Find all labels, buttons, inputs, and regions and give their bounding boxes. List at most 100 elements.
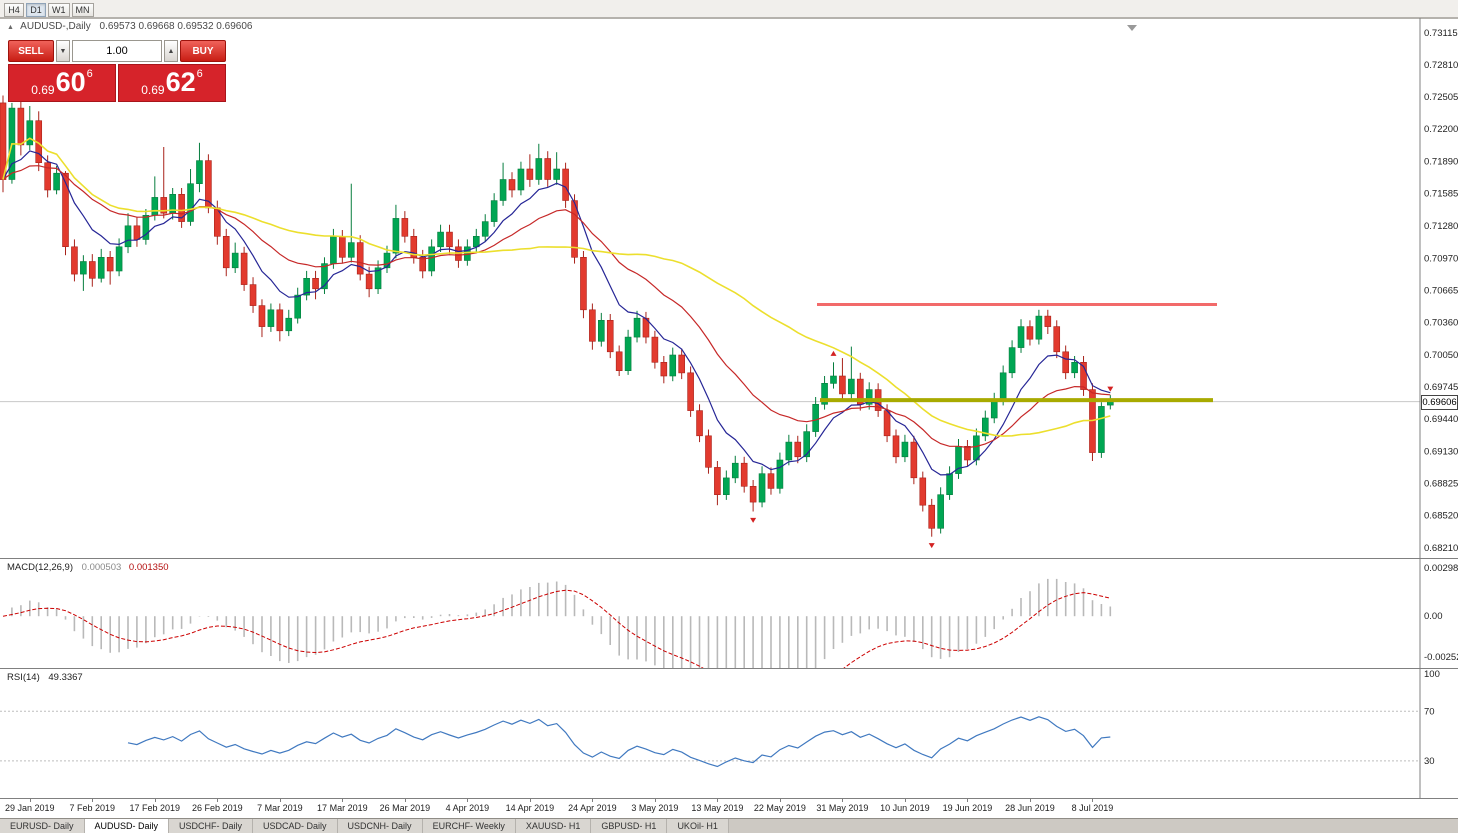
svg-text:-0.00252: -0.00252 [1424,652,1458,663]
svg-text:0.69130: 0.69130 [1424,447,1458,458]
timeframe-button-mn[interactable]: MN [71,3,94,17]
chart-symbol-label: AUDUSD-,Daily [20,21,91,32]
sell-price-big-digits: 60 [55,67,86,97]
date-label: 10 Jun 2019 [880,803,930,813]
date-tick [29,799,31,802]
current-price-badge: 0.69606 [1421,395,1458,410]
svg-text:70: 70 [1424,706,1435,717]
svg-text:0.69440: 0.69440 [1424,414,1458,425]
date-label: 13 May 2019 [691,803,744,813]
date-tick [967,799,969,802]
timeframe-button-d1[interactable]: D1 [26,3,46,17]
ohlc-values: 0.69573 0.69668 0.69532 0.69606 [99,21,253,32]
main-chart-canvas[interactable]: 0.73115 0.72810 0.72505 0.72200 0.71890 0.715… [0,18,1458,558]
chart-tab-audusd[interactable]: AUDUSD- Daily [84,819,170,833]
svg-text:30: 30 [1424,756,1435,767]
date-label: 7 Mar 2019 [257,803,303,813]
date-tick [592,799,594,802]
volume-decrease-button[interactable]: ▼ [56,40,70,62]
signal-marker [830,350,837,356]
chart-tab-eurusd[interactable]: EURUSD- Daily [0,819,85,833]
autoscroll-icon[interactable] [1127,25,1137,31]
volume-input[interactable] [72,40,162,62]
date-tick [654,799,656,802]
signal-marker [750,517,757,523]
moving-average-21 [2,165,1111,449]
price-axis[interactable]: 0.73115 0.72810 0.72505 0.72200 0.71890 0.715… [1424,28,1458,554]
date-tick [154,799,156,802]
svg-text:0.68825: 0.68825 [1424,479,1458,490]
rsi-label: RSI(14) 49.3367 [7,672,83,683]
buy-price-pipette: 6 [196,68,203,80]
candles-layer[interactable] [0,95,1114,537]
timeframe-toolbar: H4 D1 W1 MN [0,0,1458,18]
svg-text:0.72810: 0.72810 [1424,60,1458,71]
buy-button[interactable]: BUY [180,40,226,62]
svg-text:0.002984: 0.002984 [1424,563,1458,574]
sell-button[interactable]: SELL [8,40,54,62]
chart-tab-ukoil[interactable]: UKOil- H1 [667,819,729,833]
timeframe-button-w1[interactable]: W1 [48,3,70,17]
chart-tab-usdcnh[interactable]: USDCNH- Daily [337,819,423,833]
date-label: 14 Apr 2019 [505,803,555,813]
date-label: 24 Apr 2019 [568,803,617,813]
date-tick [529,799,531,802]
macd-histogram [11,578,1112,668]
macd-signal-value: 0.001350 [128,562,169,573]
date-label: 8 Jul 2019 [1071,803,1114,813]
svg-text:0.72505: 0.72505 [1424,92,1458,103]
one-click-toggle-icon[interactable]: ▲ [7,24,14,31]
svg-text:0.68520: 0.68520 [1424,511,1458,522]
sell-price-base: 0.69 [31,83,55,97]
macd-signal-line [2,589,1111,668]
date-label: 31 May 2019 [816,803,869,813]
chart-tab-bar: EURUSD- Daily AUDUSD- Daily USDCHF- Daily U… [0,818,1458,833]
date-label: 29 Jan 2019 [5,803,55,813]
chart-tab-xauusd[interactable]: XAUUSD- H1 [515,819,592,833]
svg-text:0.70050: 0.70050 [1424,350,1458,361]
date-tick [217,799,219,802]
svg-text:0.71890: 0.71890 [1424,157,1458,168]
chart-tab-usdchf[interactable]: USDCHF- Daily [169,819,254,833]
chart-tab-gbpusd[interactable]: GBPUSD- H1 [591,819,668,833]
date-label: 26 Feb 2019 [192,803,243,813]
macd-panel-canvas[interactable]: 0.002984 0.00 -0.00252 [0,558,1458,668]
one-click-trading-panel: SELL ▼ ▲ BUY 0.69 60 6 0.69 62 6 [8,40,226,102]
macd-name: MACD(12,26,9) [7,562,73,573]
timeframe-button-h4[interactable]: H4 [4,3,24,17]
date-tick [779,799,781,802]
buy-price-big-digits: 62 [165,67,196,97]
date-label: 3 May 2019 [631,803,679,813]
chart-tab-usdcad[interactable]: USDCAD- Daily [253,819,338,833]
date-label: 22 May 2019 [753,803,806,813]
date-tick [1092,799,1094,802]
timeframe-button-group: H4 D1 W1 MN [3,0,95,17]
rsi-line [127,716,1111,768]
moving-average-40 [2,137,1111,437]
svg-text:0.69745: 0.69745 [1424,382,1458,393]
date-label: 7 Feb 2019 [69,803,116,813]
date-tick [342,799,344,802]
sell-price-box[interactable]: 0.69 60 6 [8,64,116,102]
macd-label: MACD(12,26,9) 0.000503 0.001350 [7,562,169,573]
macd-main-value: 0.000503 [81,562,122,573]
volume-increase-button[interactable]: ▲ [164,40,178,62]
buy-price-base: 0.69 [141,83,165,97]
date-tick [717,799,719,802]
chart-title: ▲ AUDUSD-,Daily 0.69573 0.69668 0.69532 … [7,21,252,32]
date-tick [467,799,469,802]
svg-text:0.71280: 0.71280 [1424,221,1458,232]
buy-price-box[interactable]: 0.69 62 6 [118,64,226,102]
svg-text:0.73115: 0.73115 [1424,28,1458,39]
date-tick [1029,799,1031,802]
rsi-name: RSI(14) [7,672,40,683]
date-label: 26 Mar 2019 [379,803,431,813]
rsi-panel-canvas[interactable]: 100 70 30 [0,668,1458,798]
rsi-value: 49.3367 [48,672,83,683]
svg-text:0.70665: 0.70665 [1424,285,1458,296]
date-tick [842,799,844,802]
time-axis[interactable]: 29 Jan 2019 7 Feb 2019 17 Feb 2019 26 Feb 2… [0,798,1458,818]
chart-tab-eurchf[interactable]: EURCHF- Weekly [422,819,516,833]
svg-text:0.70970: 0.70970 [1424,253,1458,264]
